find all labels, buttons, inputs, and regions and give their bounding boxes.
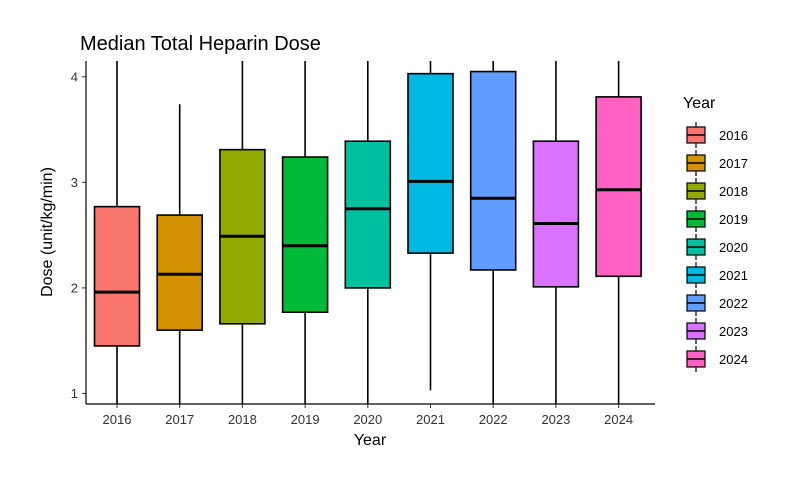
legend-label: 2021 (719, 268, 748, 283)
legend-item-2023: 2023 (686, 318, 748, 344)
legend-label: 2023 (719, 324, 748, 339)
x-axis-title: Year (354, 432, 387, 449)
box-2022 (469, 61, 517, 404)
legend: 2016 2017 2018 2019 2020 2021 2022 2023 2024 (686, 122, 748, 372)
x-tick-label: 2018 (228, 412, 257, 427)
box-2021 (407, 61, 454, 391)
legend-label: 2022 (719, 296, 748, 311)
legend-label: 2016 (719, 128, 748, 143)
box-2016 (93, 61, 141, 404)
plot-area (93, 61, 642, 404)
y-axis-ticks: 1 2 3 4 (71, 69, 86, 401)
box-2023 (532, 61, 580, 404)
legend-item-2016: 2016 (686, 122, 748, 148)
box-2024 (595, 61, 642, 404)
legend-item-2022: 2022 (686, 290, 748, 316)
legend-item-2020: 2020 (686, 234, 748, 260)
legend-label: 2020 (719, 240, 748, 255)
box-body (595, 96, 642, 278)
x-tick-label: 2020 (353, 412, 382, 427)
legend-item-2024: 2024 (686, 346, 748, 372)
x-axis-ticks: 2016 2017 2018 2019 2020 2021 2022 2023 2024 (103, 404, 633, 427)
y-tick-label: 2 (71, 280, 78, 295)
box-body (281, 156, 329, 313)
x-tick-label: 2021 (416, 412, 445, 427)
y-tick-label: 1 (71, 386, 78, 401)
x-tick-label: 2016 (103, 412, 132, 427)
legend-item-2017: 2017 (686, 150, 748, 176)
legend-label: 2024 (719, 352, 748, 367)
y-tick-label: 4 (71, 69, 78, 84)
x-tick-label: 2024 (604, 412, 633, 427)
box-2018 (219, 61, 266, 404)
x-tick-label: 2017 (165, 412, 194, 427)
legend-item-2018: 2018 (686, 178, 748, 204)
box-body (407, 72, 454, 254)
y-axis-title: Dose (unit/kg/min) (39, 167, 56, 297)
legend-label: 2018 (719, 184, 748, 199)
legend-label: 2019 (719, 212, 748, 227)
box-body (469, 70, 517, 271)
legend-label: 2017 (719, 156, 748, 171)
chart-title: Median Total Heparin Dose (80, 33, 321, 55)
box-2020 (344, 61, 392, 404)
x-tick-label: 2019 (291, 412, 320, 427)
box-body (156, 214, 203, 331)
y-tick-label: 3 (71, 175, 78, 190)
box-body (93, 205, 141, 347)
box-2017 (156, 104, 203, 404)
box-2019 (281, 61, 329, 404)
x-tick-label: 2023 (541, 412, 570, 427)
legend-title: Year (683, 95, 716, 112)
box-body (532, 140, 580, 288)
box-body (344, 140, 392, 289)
legend-item-2021: 2021 (686, 262, 748, 288)
x-tick-label: 2022 (479, 412, 508, 427)
legend-item-2019: 2019 (686, 206, 748, 232)
